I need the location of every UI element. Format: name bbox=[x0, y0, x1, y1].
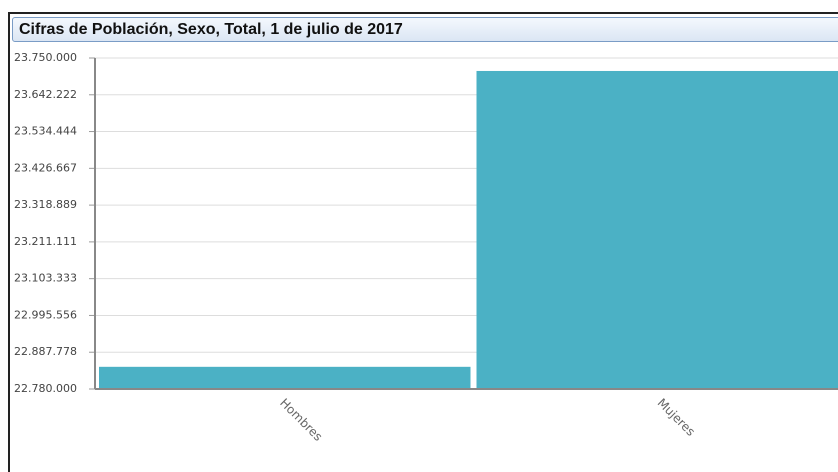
y-tick-label: 23.750.000 bbox=[14, 51, 77, 64]
y-tick-label: 23.642.222 bbox=[14, 88, 77, 101]
bar bbox=[477, 71, 838, 389]
y-tick-label: 23.426.667 bbox=[14, 161, 77, 174]
y-tick-label: 22.780.000 bbox=[14, 382, 77, 395]
y-tick-label: 22.995.556 bbox=[14, 308, 77, 321]
x-tick-label: Mujeres bbox=[655, 396, 698, 439]
bar bbox=[99, 367, 471, 389]
y-tick-label: 23.318.889 bbox=[14, 198, 77, 211]
y-tick-label: 23.534.444 bbox=[14, 125, 77, 138]
y-tick-label: 23.211.111 bbox=[14, 235, 77, 248]
y-tick-label: 22.887.778 bbox=[14, 345, 77, 358]
x-tick-label: Hombres bbox=[277, 396, 325, 444]
y-tick-label: 23.103.333 bbox=[14, 272, 77, 285]
